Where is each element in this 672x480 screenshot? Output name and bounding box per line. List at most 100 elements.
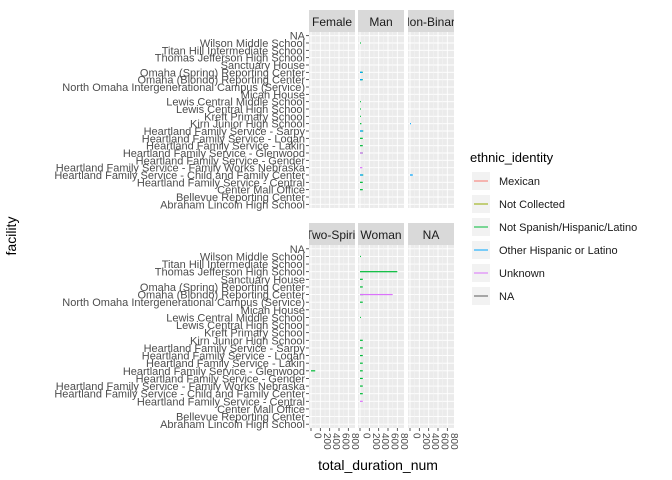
- legend-entry-label: Mexican: [499, 176, 540, 188]
- y-tick-label: Center Mall Office: [217, 185, 305, 197]
- y-tick-label: Heartland Family Service - Lakin: [146, 141, 305, 153]
- x-tick-label: 400: [330, 433, 341, 450]
- y-tick-label: Heartland Family Service - Glenwood: [123, 366, 305, 378]
- bar: [360, 339, 363, 341]
- facet-strip-label: Man: [369, 15, 392, 29]
- bar: [360, 123, 362, 125]
- bar: [360, 167, 363, 169]
- y-axis-title: facility: [3, 217, 19, 256]
- y-tick-label: Heartland Family Service - Sarpy: [144, 343, 306, 355]
- y-tick-label: North Omaha Intergenerational Campus (Se…: [62, 297, 305, 309]
- bar: [360, 354, 363, 357]
- bar: [360, 393, 363, 395]
- facet-strip: [408, 223, 454, 245]
- facet-strip-label: Non-Binary: [401, 15, 461, 29]
- y-tick-label: Heartland Family Service - Lakin: [146, 358, 305, 370]
- y-tick-label: Heartland Family Service - Child and Fam…: [54, 170, 305, 182]
- facet-strip-label: Woman: [360, 228, 401, 242]
- bar: [360, 278, 363, 280]
- x-tick-label: 800: [448, 433, 459, 450]
- y-tick-label: Heartland Family Service - Gender: [136, 373, 306, 385]
- y-tick-label: Center Mall Office: [217, 404, 305, 416]
- facet-panel: NA: [408, 223, 454, 428]
- facet-strip: [309, 223, 355, 245]
- y-tick-label: Omaha (Blondo) Reporting Center: [137, 75, 305, 87]
- bar: [360, 400, 363, 402]
- y-tick-label: Heartland Family Service - Family Works …: [56, 163, 306, 175]
- y-tick-label: Micah House: [241, 89, 305, 101]
- bar: [360, 316, 361, 319]
- facet-panel: Woman: [358, 223, 404, 428]
- x-tick-label: 800: [349, 433, 360, 450]
- x-tick-label: 400: [379, 433, 390, 450]
- y-tick-label: Heartland Family Service - Glenwood: [123, 148, 305, 160]
- facet-panel: Two-Spirit: [309, 223, 355, 428]
- bar: [360, 152, 363, 154]
- bar: [360, 255, 361, 258]
- y-tick-label: Wilson Middle School: [200, 251, 305, 263]
- bar: [360, 115, 361, 117]
- y-tick-label: Sanctuary House: [221, 60, 305, 72]
- bar: [360, 370, 363, 372]
- y-tick-label: Heartland Family Service - Child and Fam…: [54, 389, 305, 401]
- legend-entry-label: Unknown: [499, 268, 545, 280]
- panel-background: [309, 245, 355, 428]
- bar: [311, 370, 316, 372]
- facet-strip-label: Female: [312, 15, 352, 29]
- panel-background: [309, 32, 355, 208]
- bar: [360, 174, 363, 176]
- facet-panel: Non-Binary: [401, 10, 461, 208]
- bar: [360, 385, 363, 387]
- bar: [360, 145, 363, 147]
- panel-background: [358, 32, 404, 208]
- legend-entry-label: Not Collected: [499, 199, 565, 211]
- x-tick-label: 0: [411, 433, 422, 439]
- bar: [360, 286, 363, 288]
- bar: [360, 293, 393, 296]
- y-tick-label: Wilson Middle School: [200, 38, 305, 50]
- bar: [410, 174, 413, 176]
- bar: [360, 71, 363, 73]
- y-tick-label: Heartland Family Service - Central: [137, 177, 305, 189]
- y-tick-label: Heartland Family Service - Sarpy: [144, 126, 306, 138]
- bar: [410, 123, 411, 125]
- x-tick-label: 400: [429, 433, 440, 450]
- y-tick-label: Kirn Junior High School: [190, 119, 305, 131]
- y-tick-label: Sanctuary House: [221, 274, 305, 286]
- bar: [360, 189, 363, 191]
- bar: [360, 377, 363, 380]
- y-tick-label: North Omaha Intergenerational Campus (Se…: [62, 82, 305, 94]
- y-tick-label: NA: [290, 31, 306, 43]
- facet-panel: Man: [358, 10, 404, 208]
- x-tick-label: 800: [398, 433, 409, 450]
- bar: [360, 362, 363, 364]
- x-axis-title: total_duration_num: [318, 457, 438, 473]
- bar: [360, 130, 363, 132]
- y-tick-label: Heartland Family Service - Logan: [142, 133, 305, 145]
- bar: [360, 101, 361, 103]
- x-tick-label: 600: [389, 433, 400, 450]
- legend: ethnic_identity Mexican Not Collected Not …: [470, 150, 637, 305]
- y-tick-label: Kreft Primary School: [204, 111, 305, 123]
- y-tick-label: Bellevue Reporting Center: [176, 192, 305, 204]
- y-tick-label: Omaha (Blondo) Reporting Center: [137, 290, 305, 302]
- y-tick-label: Titan Hill Intermediate School: [162, 45, 305, 57]
- y-tick-label: Lewis Central Middle School: [166, 97, 305, 109]
- y-tick-label: Heartland Family Service - Family Works …: [56, 381, 306, 393]
- bar: [360, 79, 363, 81]
- y-tick-label: Kreft Primary School: [204, 328, 305, 340]
- panel-background: [408, 245, 454, 428]
- facet-strip-label: NA: [423, 228, 440, 242]
- facet-strip: [358, 223, 404, 245]
- y-tick-label: Lewis Central Middle School: [166, 312, 305, 324]
- panel-background: [358, 245, 404, 428]
- facet-strip: [358, 10, 404, 32]
- y-tick-label: Heartland Family Service - Gender: [136, 155, 306, 167]
- bar: [360, 108, 361, 110]
- y-tick-label: Omaha (Spring) Reporting Center: [140, 282, 305, 294]
- y-tick-label: Omaha (Spring) Reporting Center: [140, 67, 305, 79]
- y-tick-label: Titan Hill Intermediate School: [162, 259, 305, 271]
- bar: [360, 137, 363, 139]
